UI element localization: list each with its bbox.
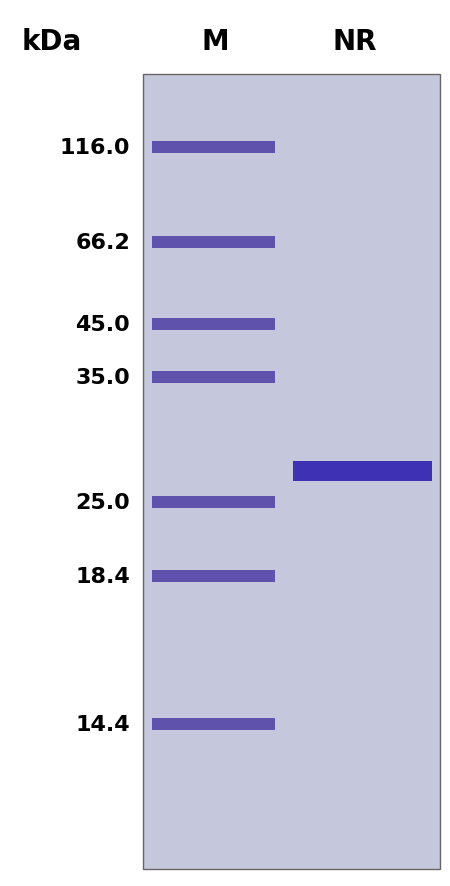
Text: 18.4: 18.4 xyxy=(75,566,130,587)
Text: 116.0: 116.0 xyxy=(59,138,130,158)
Bar xyxy=(293,462,432,481)
Text: kDa: kDa xyxy=(22,28,82,56)
Bar xyxy=(152,719,275,730)
Text: NR: NR xyxy=(333,28,377,56)
Bar xyxy=(152,237,275,249)
Text: 45.0: 45.0 xyxy=(75,315,130,335)
Text: 66.2: 66.2 xyxy=(75,233,130,253)
Text: 35.0: 35.0 xyxy=(75,368,130,387)
Bar xyxy=(152,142,275,154)
Bar xyxy=(152,319,275,330)
Bar xyxy=(152,496,275,509)
Text: M: M xyxy=(201,28,229,56)
Bar xyxy=(152,371,275,384)
Text: 14.4: 14.4 xyxy=(76,714,130,734)
Bar xyxy=(143,75,440,869)
Bar xyxy=(152,571,275,582)
Text: 25.0: 25.0 xyxy=(75,493,130,512)
